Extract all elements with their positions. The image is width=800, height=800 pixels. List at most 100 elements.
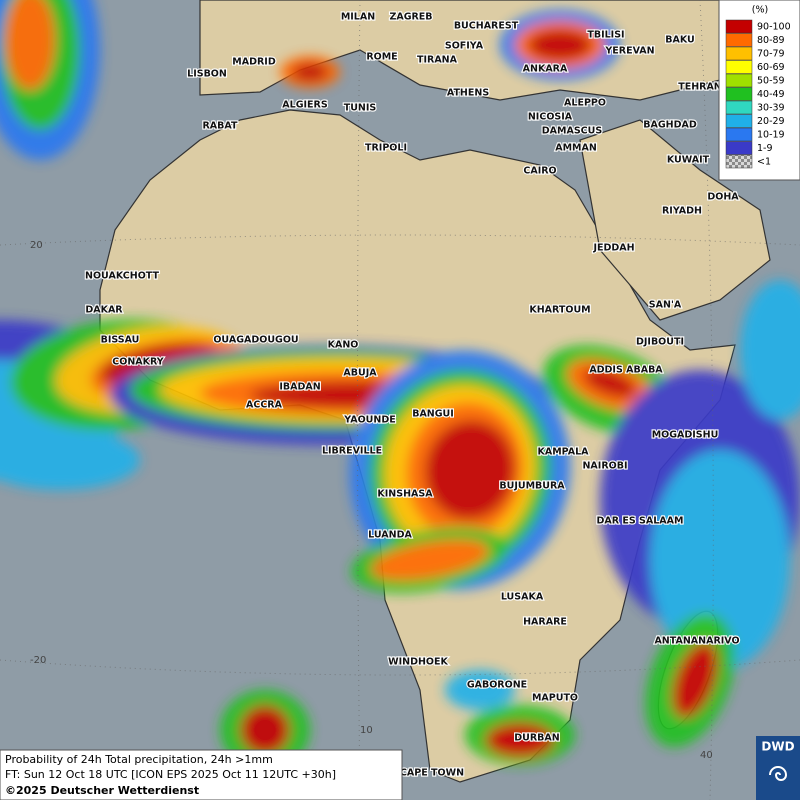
- city-label: JEDDAH: [592, 243, 634, 254]
- legend: (%) 90-100 80-89 70-79 60-69 50-59 40-49 30-39 2…: [718, 0, 800, 181]
- city-label: KUWAIT: [667, 155, 710, 166]
- city-label: ANTANANARIVO: [654, 636, 739, 647]
- city-label: MADRID: [232, 57, 276, 68]
- precip-area: [240, 705, 290, 755]
- city-label: ABUJA: [343, 368, 377, 379]
- city-label: DJIBOUTI: [636, 337, 684, 348]
- legend-title: (%): [752, 5, 768, 16]
- city-label: CONAKRY: [112, 357, 164, 368]
- precip-area: [292, 63, 328, 81]
- graticule-line: [357, 0, 361, 800]
- city-label: TBILISI: [587, 30, 624, 41]
- city-label: OUAGADOUGOU: [213, 335, 298, 346]
- city-label: TRIPOLI: [365, 143, 407, 154]
- precip-area: [583, 368, 637, 398]
- legend-label: 20-29: [757, 116, 785, 127]
- city-label: ATHENS: [447, 88, 489, 99]
- precip-area: [740, 280, 800, 420]
- legend-swatch: [725, 100, 753, 115]
- legend-label: 90-100: [757, 22, 791, 33]
- city-label: IBADAN: [279, 382, 320, 393]
- arabia: [579, 119, 771, 321]
- legend-label: 70-79: [757, 49, 785, 60]
- city-label: MOGADISHU: [652, 430, 719, 441]
- city-label: NAIROBI: [582, 461, 627, 472]
- city-label: KINSHASA: [377, 489, 433, 500]
- coordinate-label: 10: [360, 725, 373, 736]
- coordinate-label: 40: [700, 750, 713, 761]
- city-label: BANGUI: [412, 409, 454, 420]
- city-label: YEREVAN: [604, 46, 654, 57]
- legend-swatch: [725, 73, 753, 88]
- precip-area: [445, 670, 515, 710]
- legend-swatch: [725, 33, 753, 47]
- precip-area: [650, 450, 790, 670]
- footer-line: ©2025 Deutscher Wetterdienst: [5, 784, 199, 797]
- city-label: ROME: [366, 52, 397, 63]
- footer-box: [0, 749, 403, 800]
- legend-label: 50-59: [757, 76, 785, 87]
- city-label: CAPE TOWN: [400, 768, 464, 779]
- city-label: KANO: [328, 340, 359, 351]
- city-label: DAMASCUS: [542, 126, 603, 137]
- precipitation-field: [0, 0, 800, 770]
- city-label: LISBON: [187, 69, 227, 80]
- legend-label: <1: [757, 157, 771, 168]
- city-label: BISSAU: [101, 335, 140, 346]
- precip-area: [485, 722, 555, 758]
- city-label: BUJUMBURA: [499, 481, 565, 492]
- city-label: TIRANA: [417, 55, 458, 66]
- precip-area: [0, 430, 140, 490]
- legend-label: 10-19: [757, 130, 785, 141]
- footer-line: FT: Sun 12 Oct 18 UTC [ICON EPS 2025 Oct…: [5, 768, 336, 781]
- city-label: BAGHDAD: [643, 120, 697, 131]
- legend-swatch: [725, 19, 753, 34]
- city-label: DAR ES SALAAM: [597, 516, 684, 527]
- city-label: BUCHAREST: [454, 21, 519, 32]
- graticule-line: [699, 0, 714, 800]
- legend-swatch: [725, 87, 753, 101]
- city-label: HARARE: [523, 617, 567, 628]
- city-label: ZAGREB: [389, 12, 432, 23]
- city-label: DAKAR: [85, 305, 123, 316]
- city-label: SAN'A: [649, 300, 682, 311]
- city-label: RABAT: [202, 121, 238, 132]
- city-label: GABORONE: [467, 680, 527, 691]
- footer-line: Probability of 24h Total precipitation, …: [5, 753, 273, 766]
- city-label: NICOSIA: [528, 112, 573, 123]
- precip-area: [424, 420, 516, 520]
- city-label: MILAN: [341, 12, 375, 23]
- legend-swatch: [725, 46, 753, 61]
- legend-swatch: [725, 60, 753, 74]
- city-label: KHARTOUM: [529, 305, 590, 316]
- logo-swirl: [769, 766, 788, 781]
- city-label: TEHRAN: [678, 82, 722, 93]
- city-label: ACCRA: [246, 400, 283, 411]
- city-labels: MILAN ZAGREB BUCHAREST TBILISI BAKU MADRID ROM…: [84, 10, 741, 779]
- coordinate-labels: 20 -20 10 40: [30, 240, 713, 761]
- city-label: NOUAKCHOTT: [85, 271, 159, 282]
- city-label: SOFIYA: [445, 41, 484, 52]
- precip-area: [671, 641, 719, 719]
- city-label: KAMPALA: [537, 447, 589, 458]
- legend-label: 30-39: [757, 103, 785, 114]
- city-label: DURBAN: [514, 733, 560, 744]
- coordinate-label: 20: [30, 240, 43, 251]
- city-label: DOHA: [707, 192, 739, 203]
- logo-text: DWD: [761, 740, 794, 754]
- city-label: MAPUTO: [532, 693, 578, 704]
- graticule-line: [0, 659, 800, 676]
- precip-area: [370, 539, 490, 581]
- legend-label: 1-9: [757, 143, 773, 154]
- city-label: WINDHOEK: [388, 657, 448, 668]
- city-label: LUSAKA: [501, 592, 544, 603]
- city-label: YAOUNDE: [343, 415, 395, 426]
- legend-swatch: [725, 114, 753, 128]
- city-label: ALEPPO: [564, 98, 606, 109]
- city-label: ANKARA: [523, 64, 568, 75]
- footer: Probability of 24h Total precipitation, …: [0, 749, 403, 800]
- city-label: LIBREVILLE: [322, 446, 382, 457]
